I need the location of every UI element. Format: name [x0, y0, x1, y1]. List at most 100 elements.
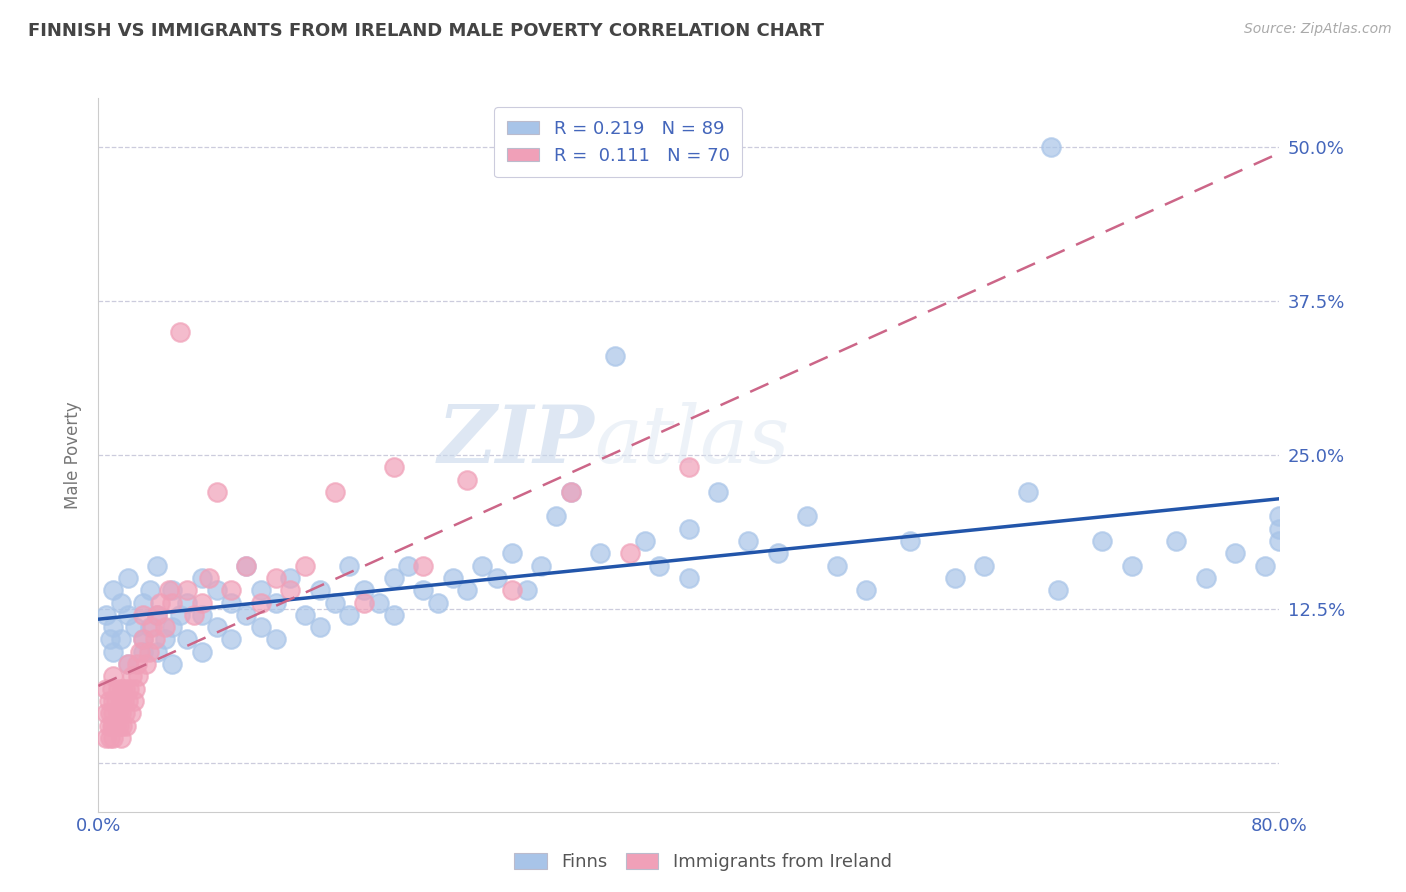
- Point: [382, 460, 405, 475]
- Point: [118, 681, 141, 696]
- Point: [146, 645, 169, 659]
- Point: [339, 607, 360, 622]
- Point: [111, 718, 134, 732]
- Text: ZIP: ZIP: [437, 402, 595, 479]
- Point: [737, 534, 759, 549]
- Point: [412, 583, 434, 598]
- Point: [94, 706, 117, 721]
- Y-axis label: Male Poverty: Male Poverty: [65, 401, 83, 508]
- Point: [146, 607, 169, 622]
- Point: [219, 583, 242, 598]
- Point: [456, 583, 478, 598]
- Point: [250, 583, 273, 598]
- Point: [515, 583, 537, 598]
- Point: [114, 706, 136, 721]
- Point: [855, 583, 877, 598]
- Point: [100, 681, 122, 696]
- Point: [132, 607, 155, 622]
- Point: [309, 620, 332, 634]
- Point: [132, 632, 155, 647]
- Text: FINNISH VS IMMIGRANTS FROM IRELAND MALE POVERTY CORRELATION CHART: FINNISH VS IMMIGRANTS FROM IRELAND MALE …: [28, 22, 824, 40]
- Point: [169, 607, 191, 622]
- Point: [107, 681, 129, 696]
- Point: [943, 571, 966, 585]
- Point: [205, 620, 228, 634]
- Point: [973, 558, 995, 573]
- Point: [105, 694, 128, 708]
- Point: [98, 632, 121, 647]
- Point: [132, 645, 155, 659]
- Point: [235, 558, 257, 573]
- Point: [501, 546, 523, 560]
- Point: [97, 718, 120, 732]
- Point: [264, 632, 287, 647]
- Legend: R = 0.219   N = 89, R =  0.111   N = 70: R = 0.219 N = 89, R = 0.111 N = 70: [494, 107, 742, 178]
- Text: atlas: atlas: [595, 402, 790, 479]
- Point: [353, 596, 375, 610]
- Point: [121, 669, 143, 683]
- Point: [103, 669, 125, 683]
- Point: [264, 596, 287, 610]
- Point: [117, 657, 139, 671]
- Point: [139, 620, 162, 634]
- Point: [176, 583, 198, 598]
- Point: [560, 484, 582, 499]
- Point: [103, 731, 125, 745]
- Point: [128, 645, 150, 659]
- Point: [1091, 534, 1114, 549]
- Point: [471, 558, 494, 573]
- Point: [115, 718, 138, 732]
- Point: [135, 657, 157, 671]
- Point: [98, 731, 121, 745]
- Point: [153, 632, 176, 647]
- Point: [560, 484, 582, 499]
- Point: [191, 645, 214, 659]
- Point: [127, 669, 149, 683]
- Point: [619, 546, 641, 560]
- Point: [139, 583, 162, 598]
- Point: [176, 632, 198, 647]
- Point: [766, 546, 789, 560]
- Point: [412, 558, 434, 573]
- Point: [1268, 534, 1291, 549]
- Point: [138, 645, 160, 659]
- Point: [546, 509, 568, 524]
- Point: [219, 632, 242, 647]
- Point: [132, 596, 155, 610]
- Point: [107, 706, 129, 721]
- Point: [339, 558, 360, 573]
- Point: [250, 596, 273, 610]
- Point: [162, 620, 183, 634]
- Point: [112, 694, 135, 708]
- Point: [191, 596, 214, 610]
- Text: Source: ZipAtlas.com: Source: ZipAtlas.com: [1244, 22, 1392, 37]
- Point: [94, 681, 117, 696]
- Point: [111, 681, 134, 696]
- Point: [141, 620, 163, 634]
- Point: [205, 484, 228, 499]
- Point: [110, 632, 132, 647]
- Point: [146, 558, 169, 573]
- Point: [323, 596, 346, 610]
- Point: [205, 583, 228, 598]
- Point: [368, 596, 391, 610]
- Point: [110, 694, 132, 708]
- Point: [162, 596, 183, 610]
- Point: [169, 325, 191, 339]
- Point: [530, 558, 553, 573]
- Point: [117, 657, 139, 671]
- Point: [605, 350, 627, 364]
- Point: [110, 706, 132, 721]
- Point: [94, 731, 117, 745]
- Point: [796, 509, 818, 524]
- Point: [678, 460, 700, 475]
- Point: [278, 583, 302, 598]
- Point: [633, 534, 655, 549]
- Point: [94, 607, 117, 622]
- Point: [235, 558, 257, 573]
- Point: [382, 607, 405, 622]
- Point: [191, 571, 214, 585]
- Point: [176, 596, 198, 610]
- Point: [235, 607, 257, 622]
- Point: [648, 558, 671, 573]
